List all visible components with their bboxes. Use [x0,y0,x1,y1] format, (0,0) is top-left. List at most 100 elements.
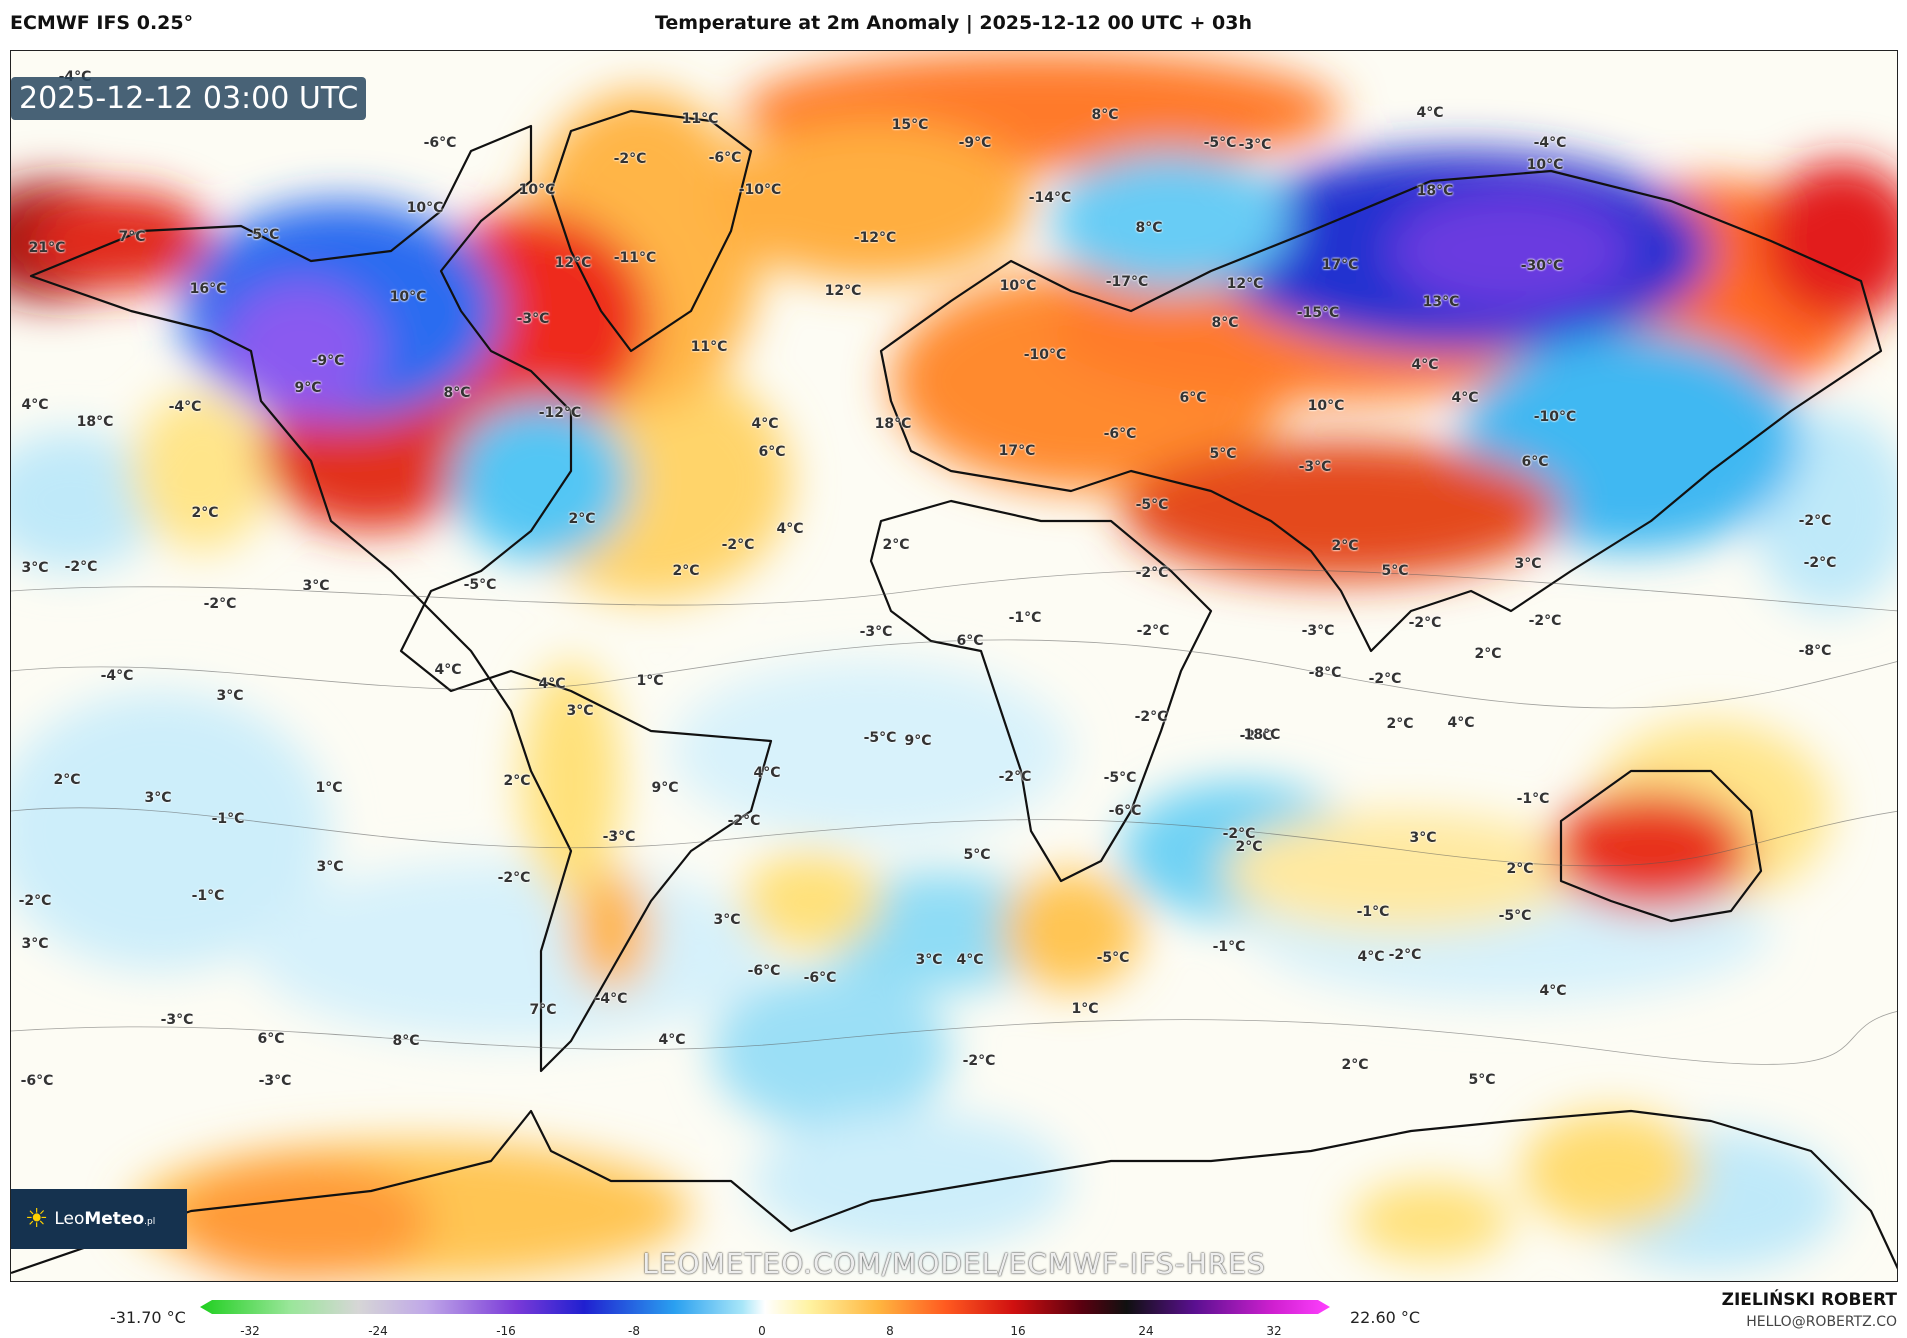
temperature-label: 4°C [1447,715,1475,731]
colorbar-min-label: -31.70 °C [110,1308,186,1327]
temperature-label: 4°C [956,952,984,968]
temperature-label: 2°C [1331,538,1359,554]
temperature-label: 3°C [21,936,49,952]
watermark-url: LEOMETEO.COM/MODEL/ECMWF-IFS-HRES [642,1247,1266,1280]
temperature-label: 18°C [76,414,114,430]
temperature-label: -17°C [1105,274,1149,290]
temperature-label: -4°C [168,399,202,415]
temperature-label: 12°C [1226,276,1264,292]
logo-text-light: Leo [54,1209,85,1229]
temperature-label: -5°C [1203,135,1237,151]
leometeo-logo[interactable]: ☀ LeoMeteo.pl [11,1189,187,1249]
temperature-label: 7°C [118,229,146,245]
temperature-label: 7°C [529,1002,557,1018]
temperature-label: -1°C [1516,791,1550,807]
temperature-label: 4°C [751,416,779,432]
temperature-label: 2°C [1341,1057,1369,1073]
temperature-label: -2°C [1136,623,1170,639]
temperature-label: -3°C [859,624,893,640]
temperature-label: 1°C [636,673,664,689]
temperature-label: 1°C [1071,1001,1099,1017]
temperature-label: 6°C [956,633,984,649]
colorbar-tick: -8 [628,1324,640,1338]
temperature-label: -2°C [727,813,761,829]
temperature-label: 4°C [538,676,566,692]
temperature-label: 10°C [999,278,1037,294]
temperature-label: 4°C [21,397,49,413]
colorbar-tick: -32 [240,1324,260,1338]
temperature-label: 4°C [1451,390,1479,406]
temperature-label: 15°C [891,117,929,133]
temperature-label: -2°C [1803,555,1837,571]
temperature-label: -2°C [1388,947,1422,963]
temperature-label: 2°C [882,537,910,553]
temperature-label: 4°C [1539,983,1567,999]
temperature-label: -10°C [1023,347,1067,363]
temperature-label: 4°C [776,521,804,537]
temperature-label: 2°C [672,563,700,579]
temperature-label: 4°C [658,1032,686,1048]
sun-icon: ☀ [25,1204,49,1234]
temperature-label: 3°C [144,790,172,806]
temperature-label: 3°C [316,859,344,875]
author-name: ZIELIŃSKI ROBERT [1721,1290,1897,1310]
temperature-label: -1°C [191,888,225,904]
temperature-label: -5°C [1096,950,1130,966]
temperature-label: 3°C [302,578,330,594]
temperature-label: -10°C [1533,409,1577,425]
temperature-label: -8°C [1798,643,1832,659]
temperature-anomaly-map[interactable]: -4°C11°C15°C8°C4°C-6°C-2°C-6°C-9°C-5°C-3… [10,50,1898,1282]
temperature-label: -2°C [1135,565,1169,581]
temperature-label: 8°C [392,1033,420,1049]
colorbar-tick: -24 [368,1324,388,1338]
temperature-label: 9°C [294,380,322,396]
temperature-label: 8°C [1135,220,1163,236]
temperature-label: 10°C [1307,398,1345,414]
temperature-label: 8°C [1091,107,1119,123]
temperature-label: 6°C [257,1031,285,1047]
colorbar-tick: 0 [758,1324,766,1338]
temperature-label: 6°C [1521,454,1549,470]
temperature-label: 2°C [568,511,596,527]
valid-time-badge: 2025-12-12 03:00 UTC [11,77,367,120]
temperature-label: -9°C [311,353,345,369]
temperature-label: 2°C [191,505,219,521]
temperature-label: 8°C [443,385,471,401]
temperature-label: 13°C [1422,294,1460,310]
temperature-label: 4°C [1357,949,1385,965]
temperature-label: -2°C [203,596,237,612]
temperature-label: 3°C [1409,830,1437,846]
temperature-label: -12°C [853,230,897,246]
temperature-label: 3°C [216,688,244,704]
temperature-label: -4°C [594,991,628,1007]
temperature-label: 18°C [1416,183,1454,199]
logo-text: LeoMeteo.pl [54,1209,155,1229]
logo-text-suffix: .pl [144,1217,156,1227]
temperature-label: -6°C [1103,426,1137,442]
temperature-label: 18°C [874,416,912,432]
anomaly-field [11,51,1897,1281]
colorbar-tick: -16 [496,1324,516,1338]
temperature-label: -5°C [1135,497,1169,513]
colorbar-tick: 24 [1138,1324,1154,1338]
temperature-label: -9°C [958,135,992,151]
colorbar [200,1300,1330,1314]
temperature-label: 11°C [681,111,719,127]
temperature-label: -2°C [998,769,1032,785]
temperature-label: 10°C [389,289,427,305]
temperature-label: -6°C [747,963,781,979]
temperature-label: 4°C [434,662,462,678]
temperature-label: -1°C [1356,904,1390,920]
temperature-label: 12°C [824,283,862,299]
temperature-label: -6°C [423,135,457,151]
temperature-label: -3°C [1238,137,1272,153]
author-credit: ZIELIŃSKI ROBERT HELLO@ROBERTZ.CO [1722,1290,1897,1330]
temperature-label: -5°C [246,227,280,243]
temperature-label: -12°C [538,405,582,421]
temperature-label: 5°C [1381,563,1409,579]
temperature-label: -5°C [1103,770,1137,786]
temperature-label: -5°C [463,577,497,593]
temperature-label: -2°C [721,537,755,553]
temperature-label: -6°C [803,970,837,986]
temperature-label: -2°C [962,1053,996,1069]
